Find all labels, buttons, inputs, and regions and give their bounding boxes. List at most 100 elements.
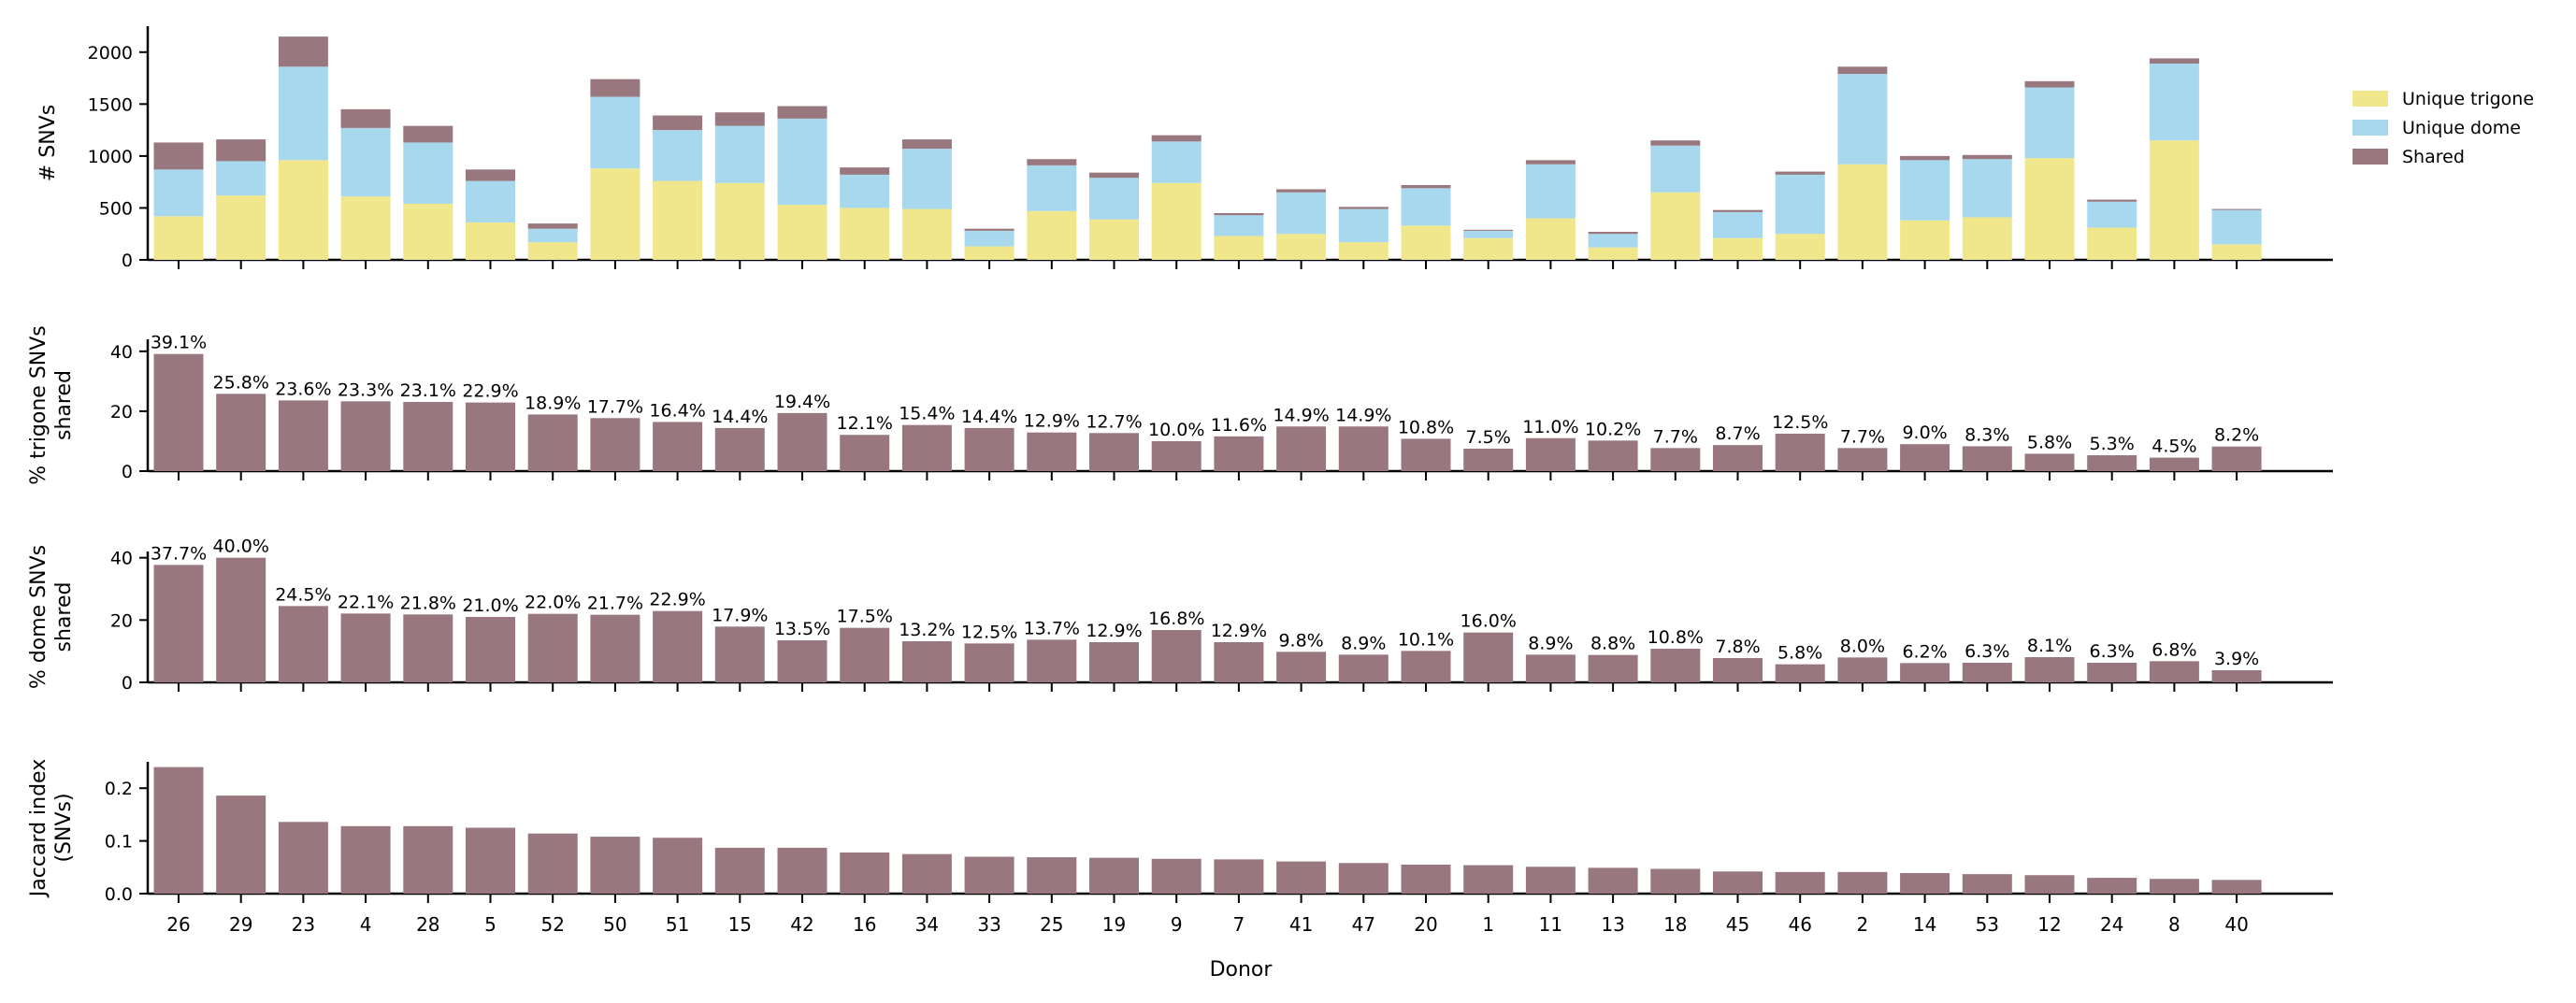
bar-shared [964, 228, 1015, 231]
bar [777, 847, 827, 894]
bar [1588, 867, 1638, 894]
bar-shared [653, 115, 703, 131]
bar [153, 565, 204, 682]
data-label: 12.7% [1086, 411, 1142, 432]
data-label: 3.9% [2214, 649, 2259, 669]
snv-count-panel: 0 500 1000 1500 2000 # SNVs [36, 26, 2333, 271]
bar-unique-trigone [1089, 219, 1139, 260]
bar [1525, 654, 1576, 682]
legend: Unique trigone Unique dome Shared [2353, 89, 2534, 167]
y-tick-label: 0.0 [105, 884, 133, 905]
data-label: 6.2% [1902, 641, 1947, 662]
y-tick-label: 0 [122, 462, 133, 482]
data-label: 8.3% [1964, 424, 2009, 445]
bar [1027, 432, 1077, 471]
bar [216, 795, 266, 894]
legend-swatch-shared [2353, 149, 2388, 165]
bar [1713, 871, 1763, 894]
bar [216, 394, 266, 471]
bar-unique-trigone [840, 208, 890, 260]
y-axis-label-line: # SNVs [36, 105, 60, 181]
bar-shared [403, 125, 453, 143]
bar-unique-dome [1089, 178, 1139, 220]
bar-shared [1837, 66, 1888, 75]
data-label: 8.9% [1528, 633, 1573, 653]
bar [714, 427, 765, 471]
data-label: 17.7% [587, 396, 643, 417]
x-tick-label: 1 [1482, 913, 1494, 936]
data-label: 19.4% [774, 392, 830, 412]
bar-unique-dome [1713, 211, 1763, 238]
bar [1588, 654, 1638, 682]
bar-unique-dome [1588, 234, 1638, 248]
data-label: 23.1% [400, 380, 456, 401]
bar-shared [153, 142, 204, 170]
y-axis-label-line: % dome SNVs [27, 545, 50, 689]
bar-unique-trigone [1588, 247, 1638, 260]
data-label: 37.7% [151, 543, 207, 564]
bar [590, 418, 640, 471]
bar [2087, 663, 2137, 682]
data-label: 12.1% [837, 413, 893, 434]
y-axis-label-line: shared [52, 370, 76, 440]
bar [1775, 433, 1825, 471]
bar [1900, 873, 1950, 894]
y-tick-label: 0 [122, 251, 133, 271]
data-label: 16.0% [1461, 611, 1517, 632]
data-label: 40.0% [213, 537, 269, 557]
x-tick-label: 47 [1352, 913, 1375, 936]
bar [1151, 858, 1202, 894]
bar [653, 838, 703, 894]
data-label: 22.9% [649, 590, 705, 610]
x-tick-label: 28 [416, 913, 439, 936]
data-label: 21.0% [462, 595, 518, 616]
y-tick-label: 20 [110, 610, 133, 631]
bar-unique-dome [1338, 208, 1389, 243]
x-tick-label: 18 [1663, 913, 1687, 936]
data-label: 8.7% [1715, 423, 1760, 444]
bar [2087, 455, 2137, 471]
y-tick-label: 2000 [88, 43, 133, 64]
x-tick-label: 50 [603, 913, 626, 936]
bar-unique-dome [1214, 215, 1264, 236]
bar-shared [1214, 213, 1264, 216]
bar-unique-dome [1837, 74, 1888, 165]
bar [2024, 453, 2075, 471]
bar [714, 626, 765, 682]
bar-unique-dome [278, 66, 328, 161]
y-tick-label: 500 [99, 198, 133, 219]
data-label: 22.1% [338, 592, 394, 612]
bar [1401, 438, 1451, 471]
bar [1900, 444, 1950, 471]
data-label: 9.8% [1278, 630, 1323, 651]
y-tick-label: 1000 [88, 147, 133, 167]
legend-swatch-trigone [2353, 91, 2388, 107]
y-tick-label: 1500 [88, 94, 133, 115]
bar-unique-dome [2087, 201, 2137, 228]
data-label: 23.3% [338, 380, 394, 400]
bar [1214, 436, 1264, 471]
bar-unique-dome [2211, 209, 2262, 245]
bar [590, 614, 640, 682]
y-axis-label-line: (SNVs) [52, 793, 76, 862]
bar [1837, 657, 1888, 682]
bar [2149, 661, 2199, 682]
bar-shared [1525, 160, 1576, 165]
data-label: 12.9% [1024, 411, 1080, 432]
y-axis-label: % trigone SNVsshared [27, 325, 76, 485]
y-axis-label-line: shared [52, 582, 76, 652]
bar-unique-trigone [653, 180, 703, 260]
bar-unique-trigone [1900, 220, 1950, 260]
bar [527, 613, 578, 682]
data-label: 11.0% [1522, 417, 1578, 437]
bar-shared [2087, 199, 2137, 202]
bar [1214, 642, 1264, 682]
bar [1276, 861, 1327, 894]
bar [340, 613, 391, 682]
bar-unique-trigone [1713, 237, 1763, 260]
bar-unique-trigone [1401, 225, 1451, 260]
bar [1089, 433, 1139, 471]
bar-shared [466, 169, 515, 181]
bar-unique-trigone [1151, 182, 1202, 260]
y-axis-label-line: Jaccard index [27, 759, 50, 898]
